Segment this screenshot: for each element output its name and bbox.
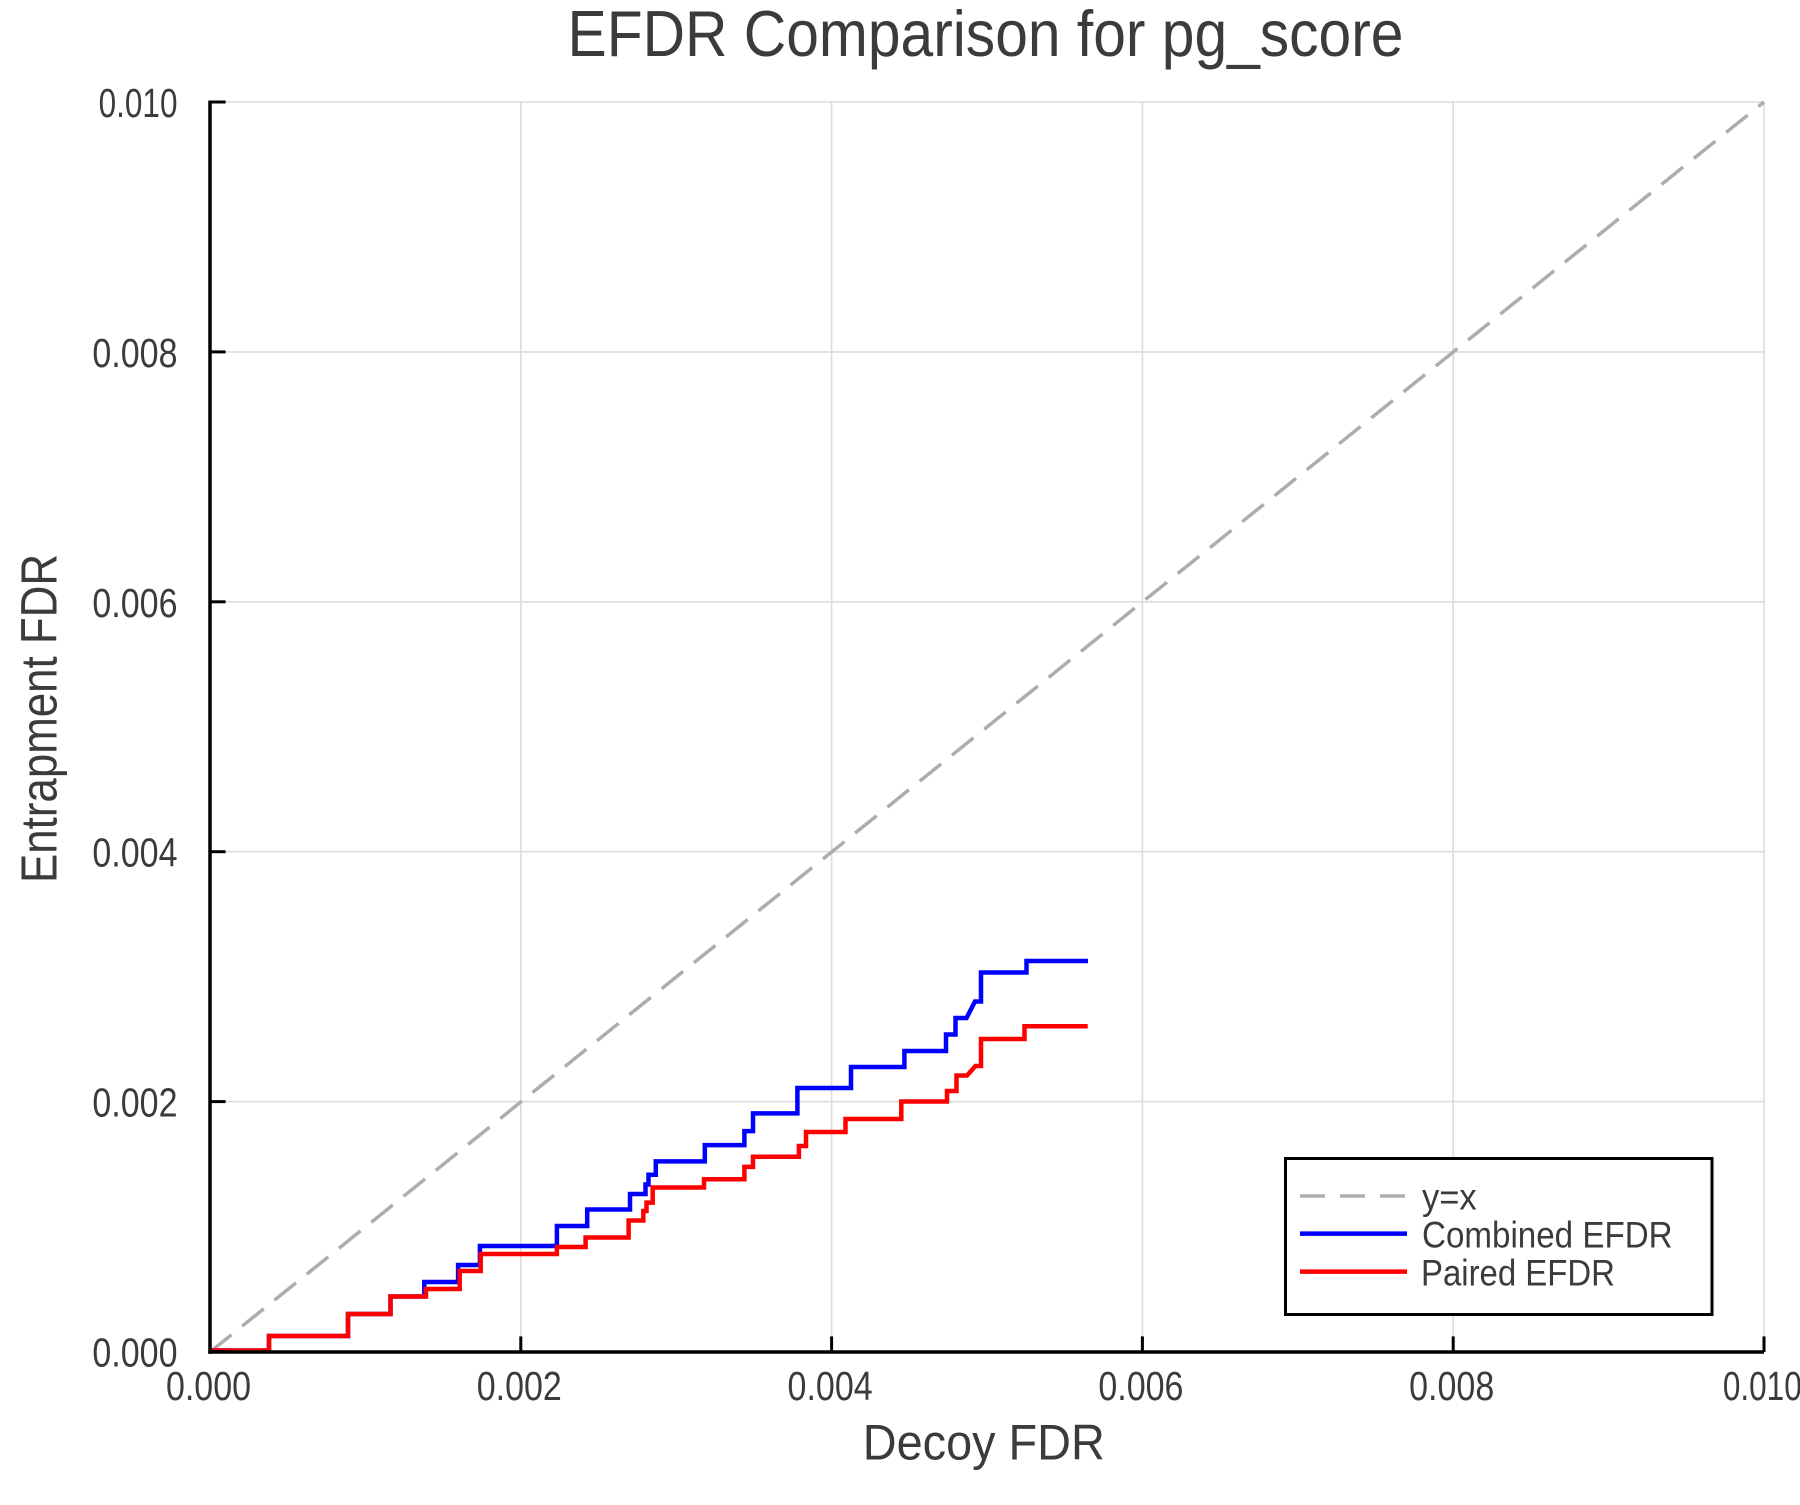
svg-text:Decoy FDR: Decoy FDR	[863, 1415, 1105, 1471]
svg-text:0.000: 0.000	[166, 1363, 251, 1409]
svg-text:y=x: y=x	[1422, 1175, 1477, 1217]
svg-text:0.006: 0.006	[92, 580, 177, 626]
svg-text:0.006: 0.006	[1098, 1363, 1183, 1409]
svg-text:EFDR Comparison for pg_score: EFDR Comparison for pg_score	[568, 0, 1404, 70]
svg-text:Entrapment FDR: Entrapment FDR	[10, 554, 67, 883]
svg-text:0.010: 0.010	[1723, 1363, 1800, 1409]
svg-text:Combined EFDR: Combined EFDR	[1422, 1214, 1673, 1256]
svg-text:0.008: 0.008	[92, 330, 177, 376]
svg-text:Paired EFDR: Paired EFDR	[1421, 1252, 1615, 1294]
svg-text:0.008: 0.008	[1409, 1363, 1494, 1409]
svg-text:0.004: 0.004	[788, 1363, 873, 1409]
svg-text:0.002: 0.002	[477, 1363, 562, 1409]
svg-text:0.002: 0.002	[92, 1080, 177, 1126]
svg-text:0.004: 0.004	[92, 830, 177, 876]
svg-text:0.010: 0.010	[99, 80, 178, 126]
svg-text:0.000: 0.000	[92, 1330, 177, 1376]
